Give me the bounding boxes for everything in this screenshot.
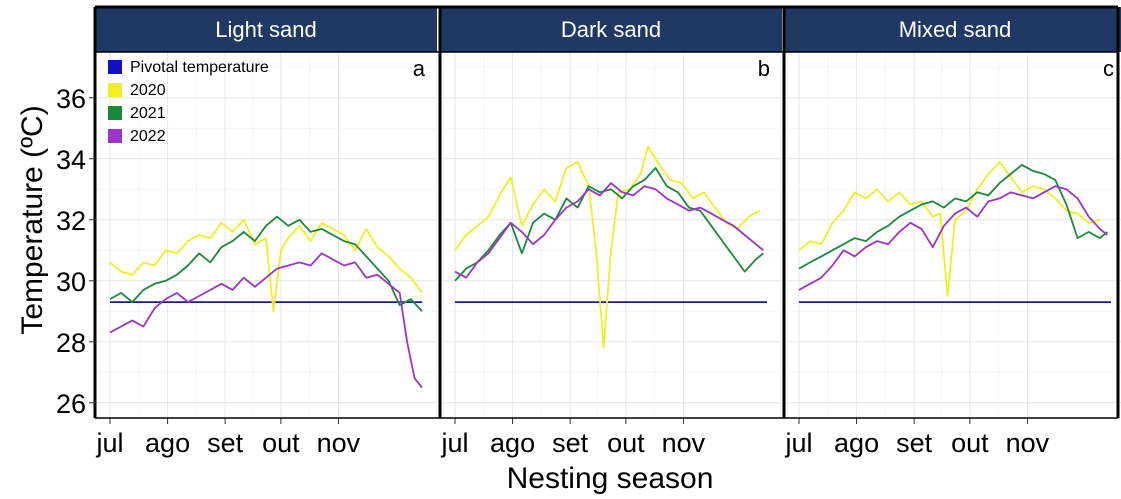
x-tick-label: ago xyxy=(834,428,879,458)
x-tick-label: out xyxy=(951,428,989,458)
panel-a: Light sand a jul ago set out nov xyxy=(95,7,437,458)
legend-label: Pivotal temperature xyxy=(130,59,269,76)
y-tick-label: 36 xyxy=(56,84,86,114)
x-axis-label: Nesting season xyxy=(507,462,714,495)
panel-c: Mixed sand c jul ago set out nov xyxy=(784,7,1121,458)
x-tick-label: set xyxy=(207,428,244,458)
x-tick-label: ago xyxy=(145,428,190,458)
x-tick-label: out xyxy=(607,428,645,458)
legend-label: 2020 xyxy=(130,82,166,99)
panel-title: Dark sand xyxy=(561,17,661,42)
x-tick-label: jul xyxy=(95,428,123,458)
series-line-2020 xyxy=(454,145,761,349)
series-line-2021 xyxy=(109,215,423,312)
strip-background xyxy=(95,7,437,52)
panel-title: Mixed sand xyxy=(899,17,1012,42)
strip-background xyxy=(440,7,782,52)
series-line-2020 xyxy=(798,160,1101,297)
x-tick-label: nov xyxy=(317,428,361,458)
y-axis-label: Temperature (ºC) xyxy=(16,105,49,334)
legend-swatch xyxy=(108,129,122,143)
panel-background xyxy=(784,52,1121,418)
x-tick-label: out xyxy=(262,428,300,458)
panel-letter: a xyxy=(413,56,426,81)
legend-label: 2021 xyxy=(130,105,166,122)
x-tick-label: nov xyxy=(662,428,706,458)
legend-swatch xyxy=(108,60,122,74)
y-tick-label: 26 xyxy=(56,389,86,419)
x-tick-label: set xyxy=(552,428,589,458)
panel-frames xyxy=(93,5,1120,419)
panel-letter: c xyxy=(1103,56,1114,81)
x-tick-label: ago xyxy=(490,428,535,458)
series-line-2021 xyxy=(798,163,1108,270)
series-line-2022 xyxy=(454,182,764,279)
y-tick-label: 32 xyxy=(56,206,86,236)
x-tick-label: nov xyxy=(1006,428,1050,458)
x-tick-label: jul xyxy=(440,428,468,458)
legend: Pivotal temperature 2020 2021 2022 xyxy=(108,59,269,145)
panel-letter: b xyxy=(758,56,770,81)
legend-swatch xyxy=(108,106,122,120)
y-tick-label: 30 xyxy=(56,267,86,297)
y-axis: 36 34 32 30 28 26 xyxy=(56,84,95,419)
strip-background xyxy=(784,7,1121,52)
legend-swatch xyxy=(108,83,122,97)
x-tick-label: jul xyxy=(784,428,812,458)
y-tick-label: 34 xyxy=(56,145,86,175)
x-tick-label: set xyxy=(896,428,933,458)
panel-background xyxy=(95,52,437,418)
panel-title: Light sand xyxy=(215,17,317,42)
series-line-2022 xyxy=(798,185,1108,291)
series-line-2022 xyxy=(109,252,423,389)
legend-label: 2022 xyxy=(130,128,166,145)
y-tick-label: 28 xyxy=(56,328,86,358)
panel-b: Dark sand b jul ago set out nov xyxy=(440,7,782,458)
panel-background xyxy=(440,52,782,418)
